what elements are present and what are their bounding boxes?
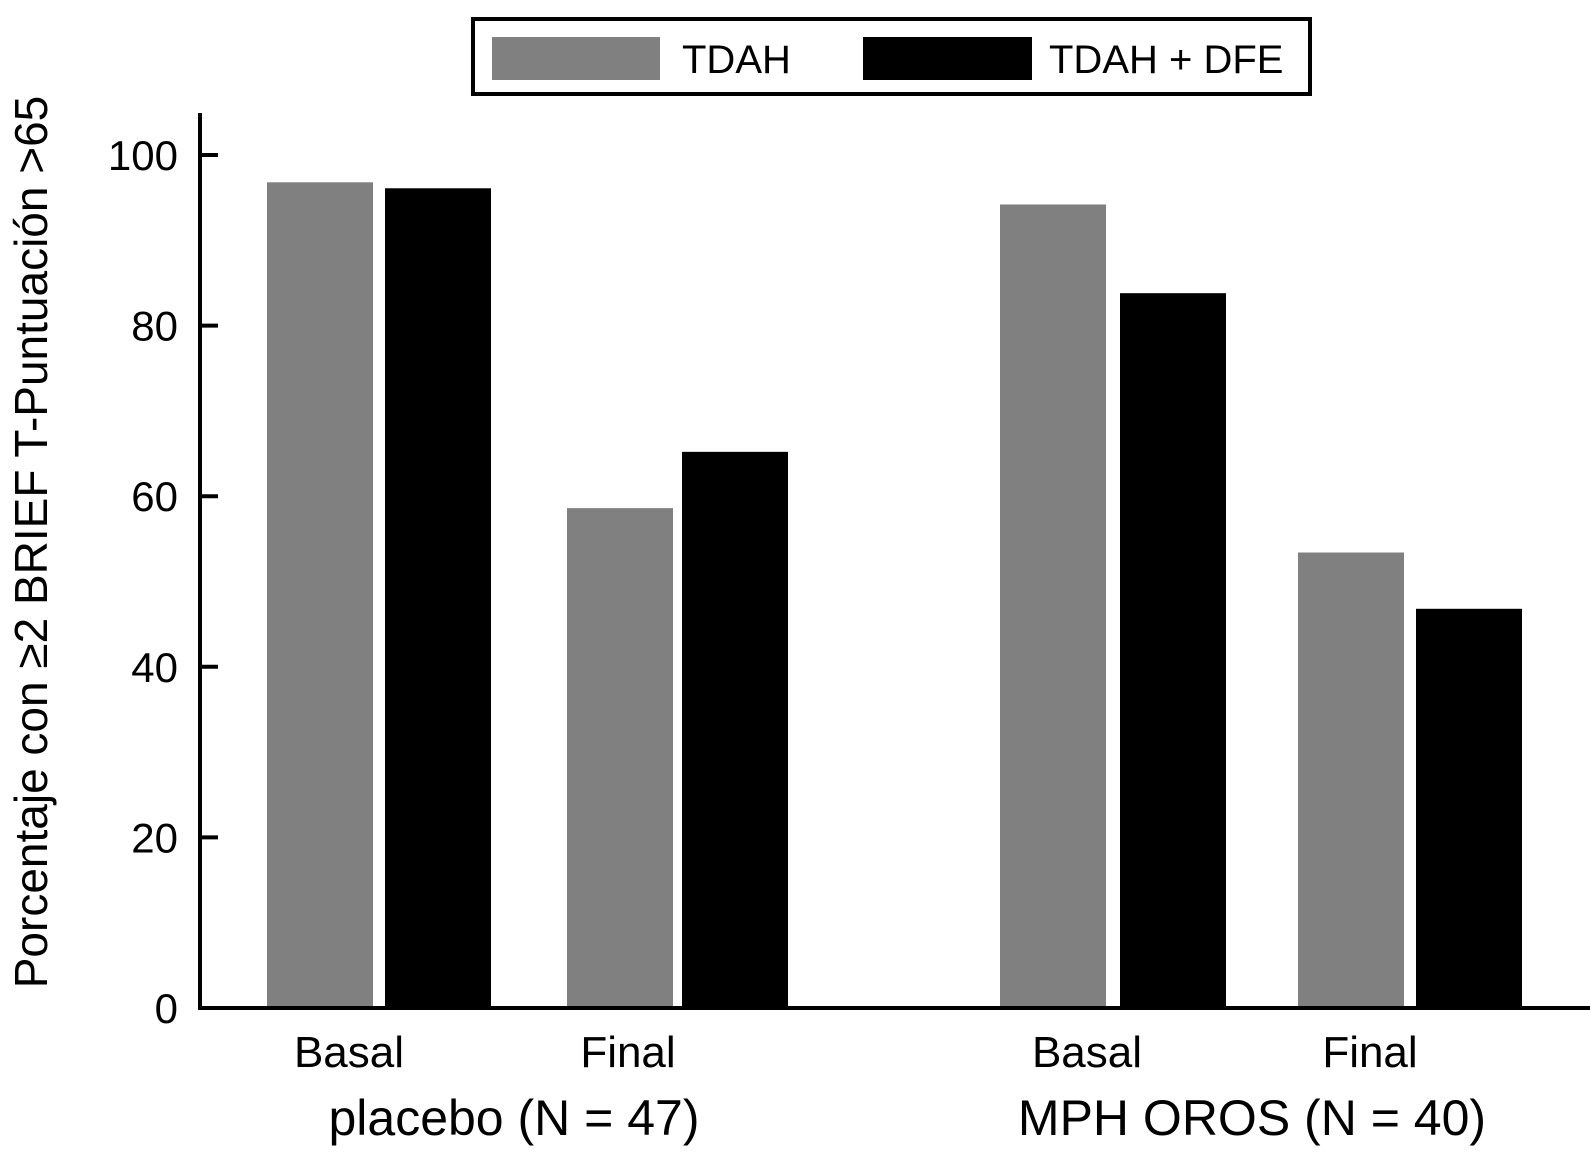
x-category-label: Final: [1322, 1028, 1417, 1077]
bar-tdah-dfe: [1120, 293, 1226, 1006]
bar-tdah-dfe: [682, 451, 788, 1006]
bar-tdah: [1000, 204, 1106, 1006]
y-tick-label: 60: [131, 473, 178, 520]
y-tick-label: 0: [155, 985, 178, 1032]
legend: TDAH TDAH + DFE: [471, 17, 1312, 96]
y-ticks: 0 20 40 60 80 100: [108, 132, 218, 1032]
bar-tdah-dfe: [1416, 608, 1522, 1006]
bar-tdah: [1298, 552, 1404, 1006]
legend-swatch-tdah-dfe: [863, 37, 1032, 80]
x-category-label: Basal: [1032, 1028, 1142, 1077]
x-group-label: MPH OROS (N = 40): [1018, 1090, 1486, 1146]
y-tick-label: 40: [131, 644, 178, 691]
y-tick-label: 20: [131, 814, 178, 861]
legend-swatch-tdah: [492, 37, 660, 80]
x-labels: Basal Final Basal Final placebo (N = 47) MPH …: [294, 1028, 1486, 1146]
bar-tdah: [567, 508, 673, 1006]
bars: [267, 182, 1522, 1007]
x-category-label: Basal: [294, 1028, 404, 1077]
y-axis-label: Porcentaje con ≥2 BRIEF T-Puntuación >65: [5, 96, 57, 989]
y-tick-label: 100: [108, 132, 178, 179]
bar-tdah: [267, 182, 373, 1006]
y-tick-label: 80: [131, 303, 178, 350]
x-category-label: Final: [580, 1028, 675, 1077]
legend-label-tdah-dfe: TDAH + DFE: [1049, 38, 1283, 82]
x-group-label: placebo (N = 47): [328, 1090, 699, 1146]
legend-label-tdah: TDAH: [682, 38, 791, 82]
bar-tdah-dfe: [385, 188, 491, 1007]
